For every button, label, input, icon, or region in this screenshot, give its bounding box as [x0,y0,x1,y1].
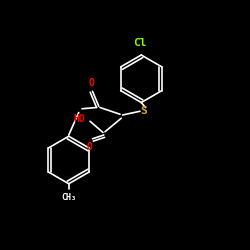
Text: CH₃: CH₃ [61,192,76,202]
Text: S: S [140,106,147,116]
Text: Cl: Cl [133,38,147,48]
Text: O: O [87,142,93,152]
Text: O: O [88,78,94,88]
Text: HO: HO [73,114,85,124]
